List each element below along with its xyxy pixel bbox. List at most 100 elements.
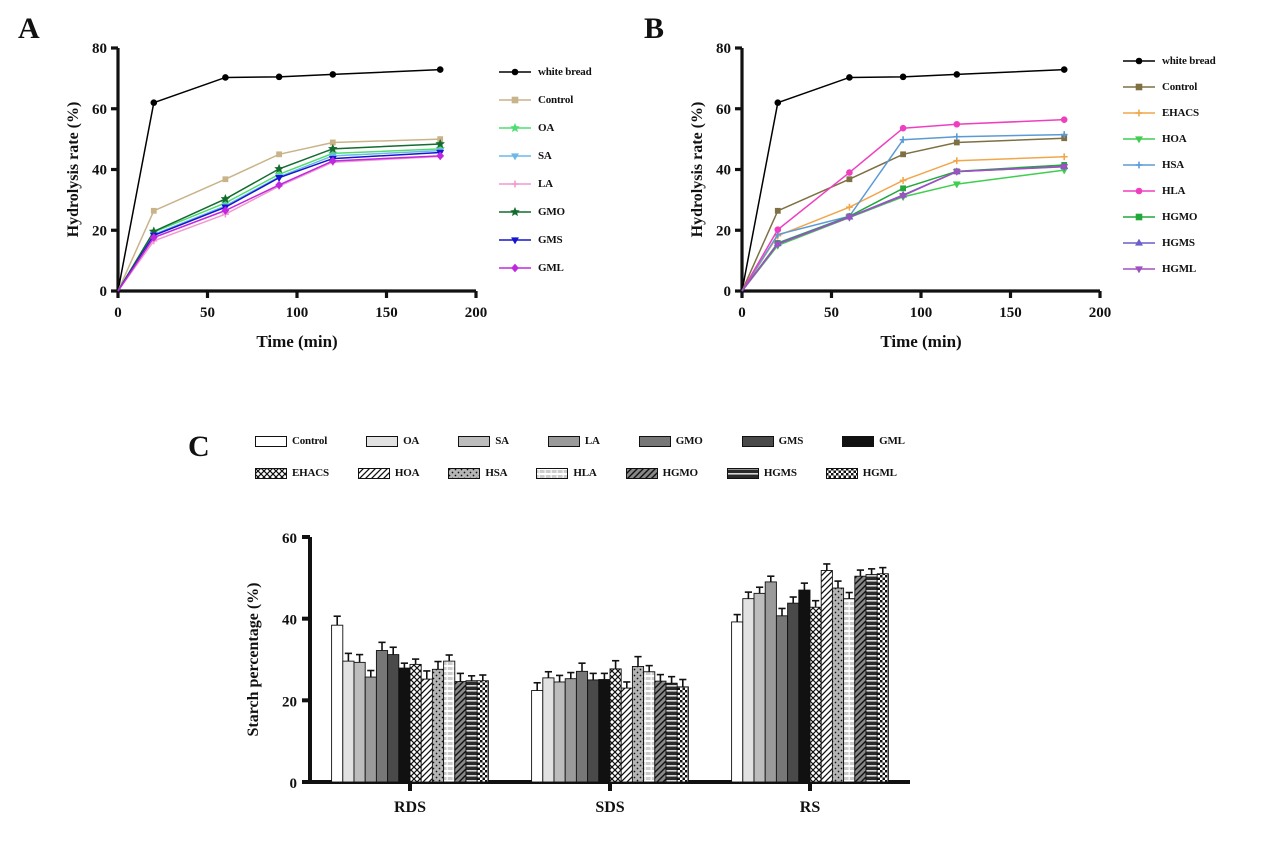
- data-point-circle: [899, 73, 907, 81]
- legend-item-hoa[interactable]: HOA: [1122, 126, 1216, 152]
- bar-rds-hoa: [420, 670, 433, 783]
- legend-item-oa[interactable]: OA: [498, 114, 592, 142]
- error-bar: [589, 672, 597, 680]
- bar: [465, 680, 478, 783]
- error-bar: [412, 658, 420, 665]
- y-axis-title: Hydrolysis rate (%): [689, 102, 706, 238]
- legend-item-hgml[interactable]: HGML: [825, 467, 897, 479]
- data-point-tri-down: [1134, 136, 1144, 144]
- legend-item-hgms[interactable]: HGMS: [1122, 230, 1216, 256]
- legend-swatch-solid-icon: [458, 435, 491, 447]
- legend-label: Control: [538, 94, 574, 106]
- legend-swatch-tri-down-icon: [1123, 266, 1155, 274]
- legend-item-white-bread[interactable]: white bread: [498, 58, 592, 86]
- bar-rds-la: [364, 669, 377, 783]
- legend-label: GML: [538, 262, 564, 274]
- x-tick-label: 100: [286, 305, 309, 321]
- legend-label: GMS: [538, 234, 563, 246]
- error-bar: [378, 641, 386, 651]
- data-point-tri-down: [510, 153, 520, 161]
- legend-item-white-bread[interactable]: white bread: [1122, 48, 1216, 74]
- category-label: RS: [800, 799, 821, 816]
- legend-item-hgmo[interactable]: HGMO: [625, 467, 698, 479]
- data-point-plus: [953, 157, 961, 165]
- legend-item-sa[interactable]: SA: [458, 435, 509, 447]
- legend-item-hla[interactable]: HLA: [1122, 178, 1216, 204]
- bar: [564, 678, 577, 783]
- bar: [598, 679, 611, 783]
- legend-item-oa[interactable]: OA: [366, 435, 419, 447]
- legend-swatch-plus-icon: [499, 180, 531, 188]
- bar: [398, 667, 411, 783]
- legend-label: LA: [584, 435, 600, 447]
- legend-item-hoa[interactable]: HOA: [357, 467, 420, 479]
- error-bar: [612, 659, 620, 669]
- legend-item-ehacs[interactable]: EHACS: [255, 467, 329, 479]
- bar: [409, 663, 422, 783]
- legend-item-ehacs[interactable]: EHACS: [1122, 100, 1216, 126]
- legend-item-gmo[interactable]: GMO: [498, 198, 592, 226]
- bar: [631, 665, 645, 783]
- legend-item-gms[interactable]: GMS: [498, 226, 592, 254]
- x-tick-label: 0: [114, 305, 122, 321]
- legend-item-la[interactable]: LA: [547, 435, 600, 447]
- error-bar: [367, 669, 375, 678]
- bar-sds-hoa: [620, 681, 633, 783]
- data-point-tri-down: [1060, 164, 1069, 172]
- y-tick-label: 60: [716, 102, 731, 118]
- legend-item-sa[interactable]: SA: [498, 142, 592, 170]
- error-bar: [645, 664, 653, 672]
- legend-label: GML: [879, 435, 905, 447]
- bar-rds-gms: [387, 646, 400, 783]
- series-line: [117, 155, 441, 292]
- bar: [375, 650, 389, 783]
- bar: [798, 589, 811, 783]
- bar-rs-oa: [742, 591, 755, 783]
- x-tick-label: 50: [824, 305, 839, 321]
- legend-swatch-diagonal2-icon: [625, 467, 658, 479]
- legend-item-hsa[interactable]: HSA: [1122, 152, 1216, 178]
- legend-item-gmo[interactable]: GMO: [638, 435, 703, 447]
- data-point-tri-up: [1134, 238, 1144, 246]
- y-axis-title: Hydrolysis rate (%): [65, 102, 82, 238]
- y-tick-label: 0: [100, 284, 108, 300]
- series-gml: [117, 151, 445, 292]
- legend-label: HSA: [1162, 159, 1185, 171]
- legend-item-hgms[interactable]: HGMS: [726, 467, 797, 479]
- legend-label: GMS: [778, 435, 804, 447]
- legend-item-control[interactable]: Control: [1122, 74, 1216, 100]
- bar-sds-hgms: [665, 675, 678, 783]
- legend-item-control[interactable]: Control: [498, 86, 592, 114]
- bar-rds-hgml: [476, 674, 489, 783]
- error-bar: [356, 653, 364, 663]
- error-bar: [812, 599, 820, 608]
- legend-item-hgmo[interactable]: HGMO: [1122, 204, 1216, 230]
- data-point-tri-down: [952, 181, 961, 189]
- legend-label: HOA: [1162, 133, 1187, 145]
- legend-item-gml[interactable]: GML: [498, 254, 592, 282]
- error-bar: [623, 681, 631, 689]
- bar: [731, 621, 744, 783]
- legend-item-la[interactable]: LA: [498, 170, 592, 198]
- legend-item-hgml[interactable]: HGML: [1122, 256, 1216, 282]
- legend-item-control[interactable]: Control: [255, 435, 327, 447]
- legend-swatch-solid-icon: [255, 435, 287, 447]
- legend-label: HGMS: [763, 467, 797, 479]
- data-point-diamond: [511, 263, 519, 273]
- bar-rds-hgms: [465, 675, 478, 783]
- data-point-plus: [1135, 109, 1143, 117]
- bar: [654, 680, 667, 783]
- legend-item-gml[interactable]: GML: [842, 435, 905, 447]
- legend-item-hla[interactable]: HLA: [536, 467, 597, 479]
- legend-item-hsa[interactable]: HSA: [448, 467, 508, 479]
- legend-label: HSA: [485, 467, 508, 479]
- data-point-square: [150, 207, 157, 214]
- data-point-star: [274, 163, 284, 174]
- y-tick-label: 0: [724, 284, 732, 300]
- bar: [843, 598, 856, 783]
- legend-item-gms[interactable]: GMS: [741, 435, 804, 447]
- bar: [742, 598, 755, 783]
- x-tick-label: 150: [375, 305, 398, 321]
- data-point-circle: [774, 226, 782, 233]
- data-point-tri-down: [899, 192, 908, 201]
